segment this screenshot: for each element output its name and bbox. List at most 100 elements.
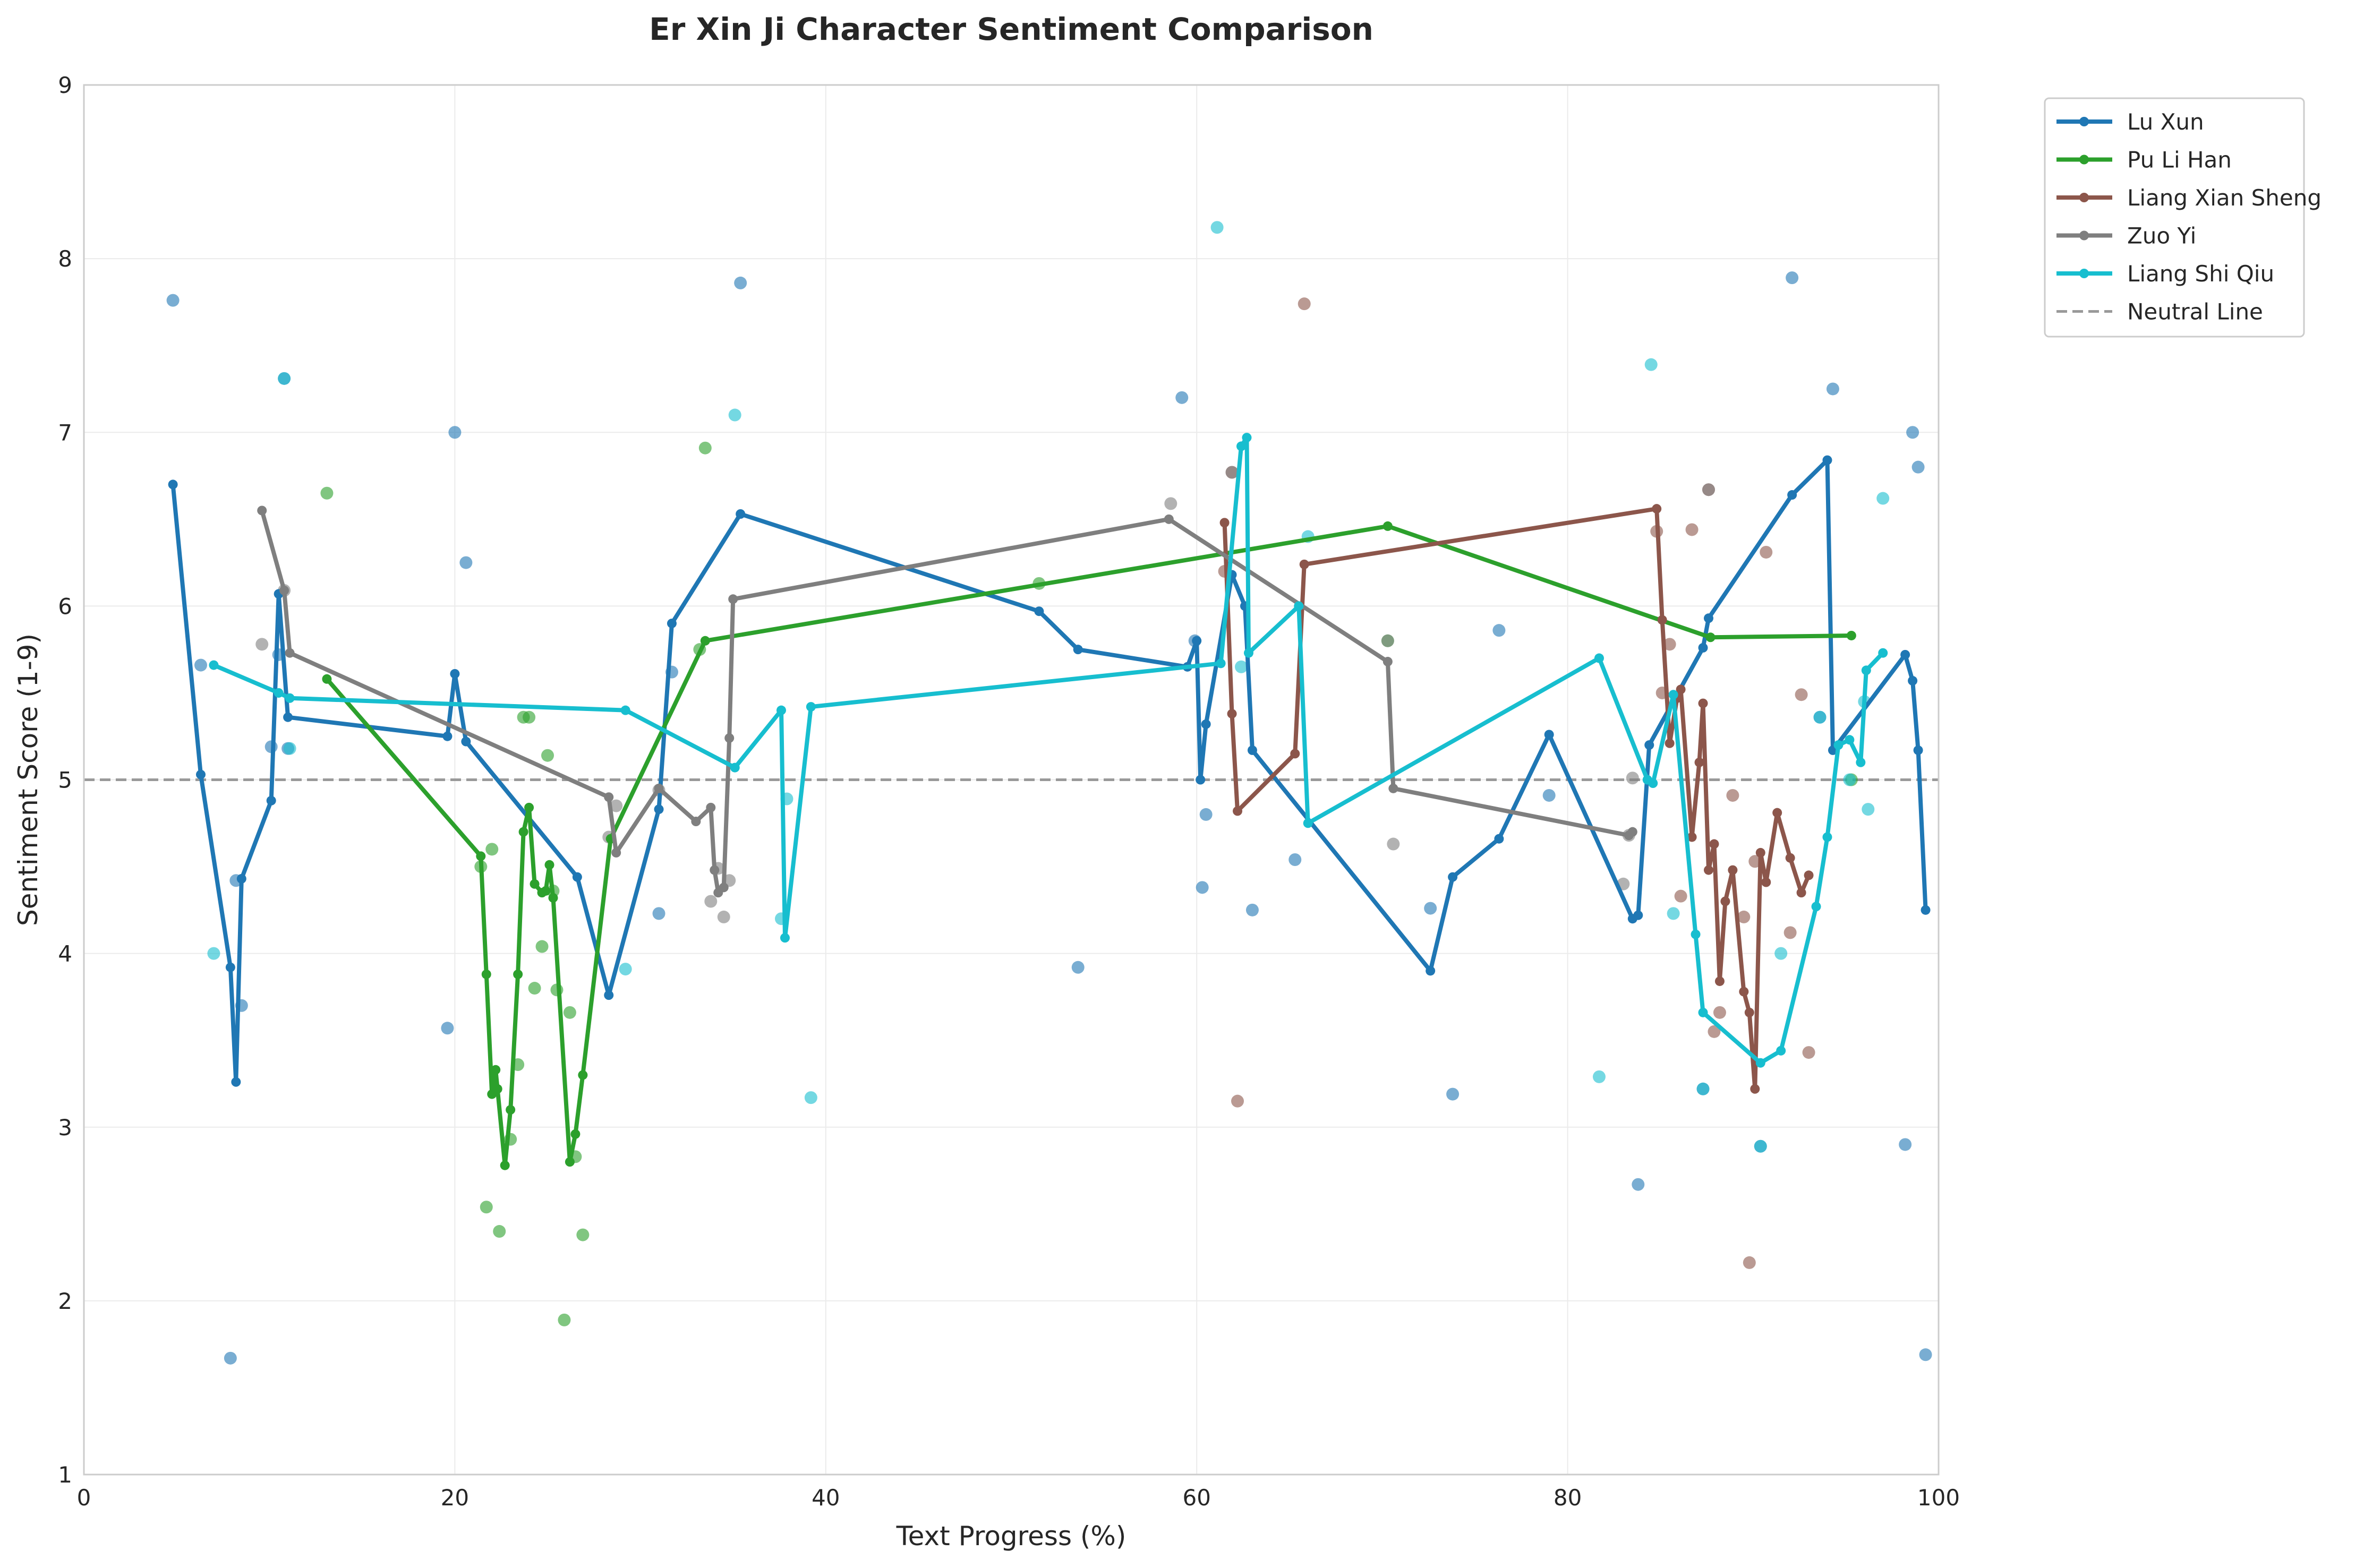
zuo-yi-scatter-point (717, 910, 730, 923)
pu-li-han-line-marker (491, 1065, 501, 1075)
y-tick-label: 1 (58, 1462, 72, 1488)
zuo-yi-scatter-point (1164, 497, 1177, 510)
zuo-yi-line-marker (1382, 657, 1393, 667)
pu-li-han-scatter-point (541, 749, 554, 762)
liang-shi-qiu-scatter-point (207, 947, 220, 960)
pu-li-han-scatter-point (493, 1225, 506, 1238)
liang-shi-qiu-scatter-point (283, 742, 296, 755)
liang-xian-sheng-line-marker (1772, 808, 1782, 818)
y-tick-label: 9 (58, 72, 72, 98)
pu-li-han-line-marker (578, 1070, 588, 1080)
pu-li-han-scatter-point (523, 710, 536, 724)
zuo-yi-scatter-point (1381, 634, 1394, 647)
pu-li-han-line-marker (513, 969, 523, 979)
y-axis-label: Sentiment Score (1-9) (13, 633, 44, 926)
zuo-yi-scatter-point (255, 638, 269, 651)
liang-xian-sheng-line-marker (1720, 896, 1730, 906)
liang-xian-sheng-line-marker (1233, 806, 1243, 816)
x-tick-label: 100 (1917, 1485, 1960, 1511)
plot-frame (83, 84, 1940, 1476)
y-axis-ticks: 1 2 3 4 5 6 7 8 9 (58, 72, 72, 1488)
liang-xian-sheng-line-marker (1665, 738, 1675, 748)
zuo-yi-line (260, 508, 1635, 895)
lu-xun-line-marker (736, 509, 746, 519)
lu-xun-line-marker (225, 962, 235, 972)
liang-shi-qiu-scatter-point (1843, 773, 1856, 786)
pu-li-han-series (322, 521, 1856, 1170)
liang-shi-qiu-line-marker (1856, 757, 1866, 767)
liang-xian-sheng-line-marker (1698, 698, 1708, 708)
legend-entry-liang-xian-sheng: Liang Xian Sheng (2056, 185, 2322, 211)
lu-xun-line-marker (1921, 905, 1931, 915)
legend-entry-neutral-line: Neutral Line (2056, 299, 2263, 325)
zuo-yi-scatter-point (610, 799, 623, 812)
liang-xian-sheng-line-marker (1785, 853, 1795, 863)
liang-xian-sheng-line-marker (1676, 684, 1686, 695)
liang-xian-sheng-scatter-point (1743, 1256, 1756, 1269)
lu-xun-scatter-point (448, 426, 462, 439)
zuo-yi-scatter-point (704, 895, 718, 908)
legend-label: Liang Shi Qiu (2127, 261, 2274, 287)
liang-shi-qiu-line-marker (1698, 1007, 1708, 1017)
liang-shi-qiu-line-marker (1303, 818, 1313, 828)
zuo-yi-line-marker (279, 585, 289, 595)
liang-shi-qiu-line-marker (209, 660, 219, 670)
liang-shi-qiu-line-marker (1242, 433, 1252, 443)
pu-li-han-line-marker (1705, 632, 1716, 642)
pu-li-han-line-marker (476, 851, 486, 861)
legend-marker (2079, 230, 2089, 241)
liang-shi-qiu-scatter-point (1813, 710, 1827, 724)
legend-marker (2079, 193, 2089, 202)
liang-shi-qiu-scatter-point (1754, 1139, 1767, 1153)
liang-shi-qiu-line-marker (1861, 665, 1871, 675)
liang-xian-sheng-line-marker (1219, 518, 1230, 528)
legend-label: Pu Li Han (2127, 147, 2232, 173)
lu-xun-line-marker (461, 736, 471, 747)
lu-xun-line-marker (1913, 745, 1923, 755)
lu-xun-scatter-point (1446, 1087, 1460, 1101)
legend-marker (2079, 117, 2089, 126)
liang-shi-qiu-line-marker (1755, 1058, 1765, 1068)
zuo-yi-line-marker (257, 505, 267, 516)
x-tick-label: 60 (1182, 1485, 1210, 1511)
liang-xian-sheng-line-marker (1714, 976, 1725, 986)
legend-entry-liang-shi-qiu: Liang Shi Qiu (2056, 261, 2274, 287)
lu-xun-scatter-point (1919, 1348, 1932, 1361)
pu-li-han-line-marker (1846, 630, 1856, 640)
x-tick-label: 0 (77, 1485, 91, 1511)
zuo-yi-line-marker (710, 865, 720, 875)
liang-shi-qiu-line-marker (1845, 735, 1855, 745)
legend-entry-pu-li-han: Pu Li Han (2056, 147, 2232, 173)
y-tick-label: 3 (58, 1115, 72, 1141)
liang-shi-qiu-line-marker (1236, 441, 1247, 451)
lu-xun-scatter-point (1899, 1138, 1912, 1151)
pu-li-han-scatter-point (320, 486, 334, 500)
lu-xun-line-marker (195, 769, 206, 779)
lu-xun-line-marker (231, 1077, 241, 1087)
lu-xun-scatter-point (1424, 902, 1437, 915)
liang-shi-qiu-line-marker (1668, 690, 1678, 700)
zuo-yi-scatter-point (1225, 466, 1239, 479)
zuo-yi-line-marker (654, 783, 664, 793)
pu-li-han-line-marker (541, 886, 551, 896)
liang-xian-sheng-line-marker (1703, 865, 1713, 875)
liang-shi-qiu-scatter-point (1876, 492, 1890, 505)
pu-li-han-line-marker (492, 1084, 502, 1094)
lu-xun-scatter-point (1492, 624, 1506, 637)
lu-xun-line-marker (236, 873, 246, 884)
liang-shi-qiu-scatter-point (278, 372, 291, 385)
lu-xun-line-marker (1073, 645, 1083, 655)
lu-xun-line-marker (442, 731, 453, 741)
series-lines (168, 433, 1931, 1170)
liang-xian-sheng-line-marker (1657, 615, 1667, 625)
liang-shi-qiu-line-marker (1294, 601, 1304, 611)
liang-shi-qiu-line-marker (1648, 778, 1658, 789)
liang-xian-sheng-line-marker (1761, 877, 1771, 887)
x-tick-label: 40 (812, 1485, 840, 1511)
zuo-yi-line-marker (691, 817, 701, 827)
lu-xun-scatter-point (194, 658, 207, 672)
pu-li-han-line-marker (700, 636, 710, 646)
lu-xun-line-marker (1900, 649, 1910, 659)
lu-xun-scatter-point (441, 1022, 454, 1035)
